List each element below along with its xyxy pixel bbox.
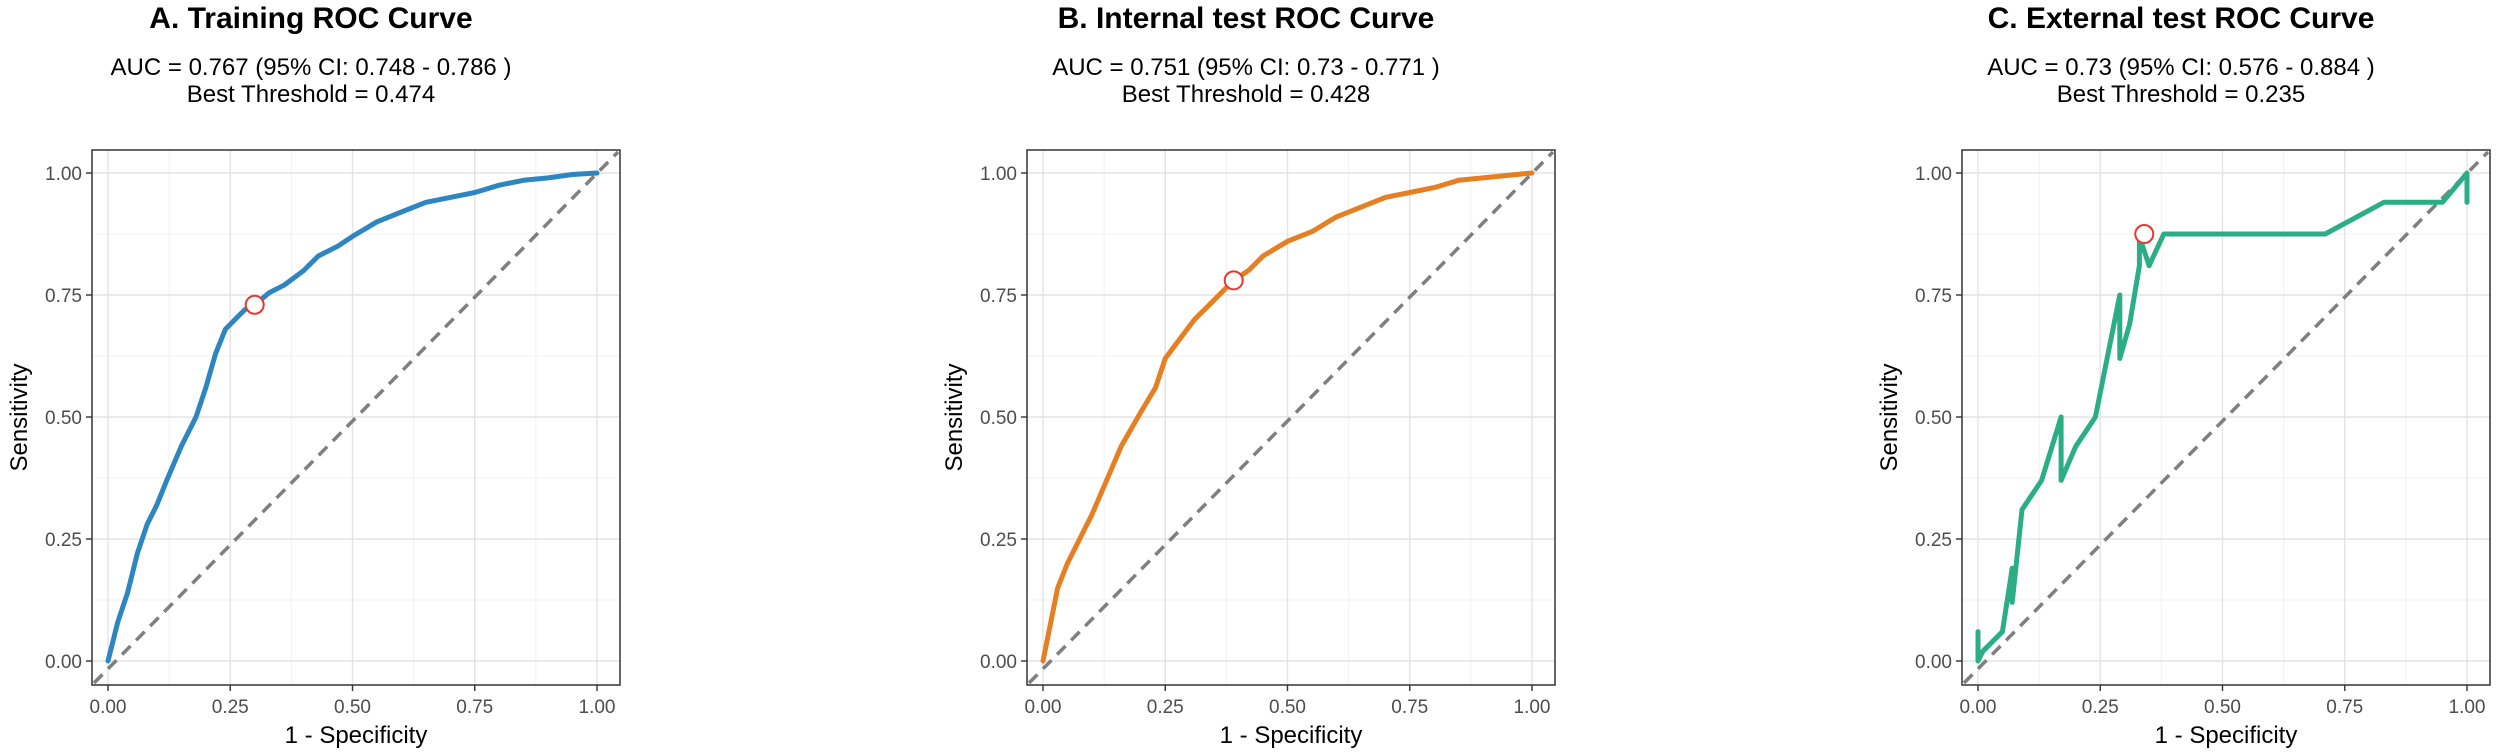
y-tick-label: 0.00 [980,652,1017,673]
y-axis-label: Sensitivity [941,363,968,471]
y-tick-label: 0.25 [1915,530,1952,551]
x-tick-label: 1.00 [2449,697,2486,718]
x-tick-label: 0.25 [1147,697,1184,718]
grid [92,150,620,685]
best-threshold-point [244,294,265,315]
y-tick-label: 0.50 [45,408,82,429]
roc-chart-training: A. Training ROC Curve AUC = 0.767 (95% CI… [6,2,621,749]
y-tick-label: 0.50 [980,408,1017,429]
threshold-text: Best Threshold = 0.428 [1122,81,1370,108]
y-tick-label: 0.50 [1915,408,1952,429]
y-tick-label: 0.75 [1915,286,1952,307]
roc-curve-line [1975,170,2470,664]
diagonal-reference-line [92,150,620,685]
y-tick-label: 0.25 [45,530,82,551]
chart-title: A. Training ROC Curve [149,2,472,35]
y-tick-label: 1.00 [1915,164,1952,185]
threshold-text: Best Threshold = 0.235 [2057,81,2305,108]
y-tick-label: 1.00 [45,164,82,185]
roc-panel-training: A. Training ROC Curve AUC = 0.767 (95% CI… [0,0,833,754]
y-tick-label: 0.25 [980,530,1017,551]
diagonal-reference-line [1027,150,1555,685]
x-tick-label: 1.00 [1514,697,1551,718]
chart-title: B. Internal test ROC Curve [1058,2,1435,35]
y-axis-label: Sensitivity [1876,363,1903,471]
y-tick-label: 0.75 [45,286,82,307]
x-tick-label: 1.00 [579,697,616,718]
x-tick-label: 0.00 [90,697,127,718]
roc-chart-external: C. External test ROC Curve AUC = 0.73 (95… [1876,2,2491,749]
auc-text: AUC = 0.73 (95% CI: 0.576 - 0.884 ) [1987,54,2375,81]
y-axis-label: Sensitivity [6,363,33,471]
x-axis-label: 1 - Specificity [285,722,428,749]
x-tick-label: 0.50 [1269,697,1306,718]
x-tick-label: 0.00 [1025,697,1062,718]
auc-text: AUC = 0.767 (95% CI: 0.748 - 0.786 ) [111,54,512,81]
best-threshold-point [1223,270,1244,291]
x-tick-label: 0.50 [334,697,371,718]
chart-title: C. External test ROC Curve [1988,2,2375,35]
roc-chart-internal: B. Internal test ROC Curve AUC = 0.751 (9… [941,2,1556,749]
x-tick-label: 0.25 [2082,697,2119,718]
x-tick-label: 0.00 [1960,697,1997,718]
x-axis-label: 1 - Specificity [2155,722,2298,749]
y-tick-label: 0.75 [980,286,1017,307]
x-tick-label: 0.75 [2326,697,2363,718]
auc-text: AUC = 0.751 (95% CI: 0.73 - 0.771 ) [1052,54,1440,81]
grid [1962,150,2490,685]
x-tick-label: 0.50 [2204,697,2241,718]
roc-panel-internal: B. Internal test ROC Curve AUC = 0.751 (9… [935,0,1768,754]
x-tick-label: 0.75 [456,697,493,718]
diagonal-reference-line [1962,150,2490,685]
grid [1027,150,1555,685]
best-threshold-point [2134,224,2155,244]
y-tick-label: 0.00 [1915,652,1952,673]
threshold-text: Best Threshold = 0.474 [187,81,435,108]
y-tick-label: 0.00 [45,652,82,673]
y-tick-label: 1.00 [980,164,1017,185]
roc-panel-external: C. External test ROC Curve AUC = 0.73 (95… [1870,0,2500,754]
x-axis-label: 1 - Specificity [1220,722,1363,749]
roc-curve-line [1040,170,1535,664]
x-tick-label: 0.75 [1391,697,1428,718]
x-tick-label: 0.25 [212,697,249,718]
